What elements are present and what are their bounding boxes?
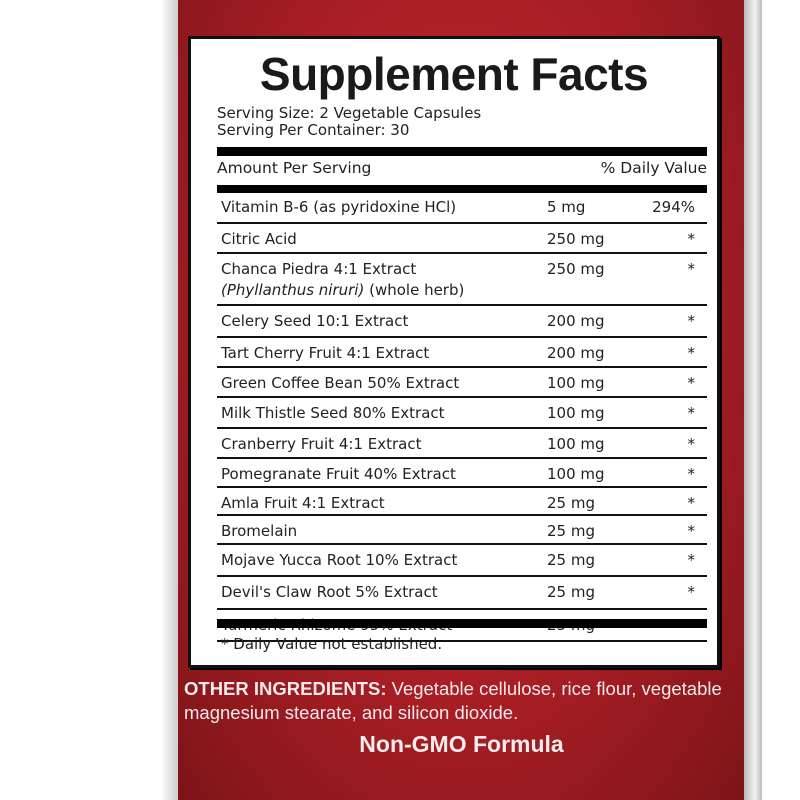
plant-part: (whole herb) — [364, 281, 465, 299]
facts-title: Supplement Facts — [259, 48, 649, 100]
ingredient-amount: 5 mg — [547, 198, 586, 216]
ingredient-amount: 100 mg — [547, 435, 605, 453]
dv-header: % Daily Value — [600, 159, 707, 177]
latin-name: (Phyllanthus niruri) — [221, 281, 365, 299]
ingredient-dv: * — [687, 312, 696, 330]
serving-size: Serving Size: 2 Vegetable Capsules — [217, 104, 482, 122]
other-ingredients-text: Vegetable cellulose, rice flour, vegetab… — [184, 678, 722, 723]
ingredient-name: Devil's Claw Root 5% Extract — [221, 583, 438, 601]
ingredient-amount: 100 mg — [547, 404, 605, 422]
ingredient-amount: 25 mg — [547, 522, 595, 540]
ingredient-dv: 294% — [652, 198, 695, 216]
table-row: Citric Acid 250 mg * — [217, 224, 707, 254]
ingredient-amount: 200 mg — [547, 344, 605, 362]
ingredient-name: Cranberry Fruit 4:1 Extract — [221, 435, 422, 453]
table-row: Milk Thistle Seed 80% Extract 100 mg * — [217, 398, 707, 429]
ingredient-name: Tart Cherry Fruit 4:1 Extract — [221, 344, 430, 362]
amount-header: Amount Per Serving — [217, 159, 372, 177]
table-row: Devil's Claw Root 5% Extract 25 mg * — [217, 577, 707, 610]
table-row: Pomegranate Fruit 40% Extract 100 mg * — [217, 459, 707, 488]
supplement-facts-box: Supplement Facts Serving Size: 2 Vegetab… — [188, 36, 720, 668]
ingredient-dv: * — [687, 374, 696, 392]
other-ingredients: OTHER INGREDIENTS: Vegetable cellulose, … — [184, 677, 744, 725]
ingredient-dv: * — [687, 260, 696, 278]
footnote: * Daily Value not established. — [221, 635, 443, 653]
table-row: Chanca Piedra 4:1 Extract (Phyllanthus ni… — [217, 254, 707, 306]
ingredient-name: Green Coffee Bean 50% Extract — [221, 374, 460, 392]
ingredient-dv: * — [687, 522, 696, 540]
ingredient-dv: * — [687, 344, 696, 362]
divider-thick — [217, 619, 707, 628]
ingredient-dv: * — [687, 435, 696, 453]
ingredient-name: Milk Thistle Seed 80% Extract — [221, 404, 445, 422]
ingredient-dv: * — [687, 494, 696, 512]
ingredient-table: Vitamin B-6 (as pyridoxine HCl) 5 mg 294% C… — [217, 192, 707, 642]
divider-thick — [217, 185, 707, 193]
table-row: Green Coffee Bean 50% Extract 100 mg * — [217, 368, 707, 398]
column-header: Amount Per Serving % Daily Value — [217, 159, 707, 177]
non-gmo-badge: Non-GMO Formula — [359, 731, 564, 757]
other-ingredients-heading: OTHER INGREDIENTS: — [184, 678, 387, 699]
ingredient-name: Citric Acid — [221, 230, 297, 248]
ingredient-name: Celery Seed 10:1 Extract — [221, 312, 409, 330]
ingredient-amount: 250 mg — [547, 260, 605, 278]
table-row: Vitamin B-6 (as pyridoxine HCl) 5 mg 294% — [217, 192, 707, 224]
bottle-edge-right — [744, 0, 762, 800]
ingredient-name: Bromelain — [221, 522, 298, 540]
table-row: Amla Fruit 4:1 Extract 25 mg * — [217, 488, 707, 516]
ingredient-dv: * — [687, 465, 696, 483]
ingredient-amount: 100 mg — [547, 374, 605, 392]
table-row: Mojave Yucca Root 10% Extract 25 mg * — [217, 545, 707, 577]
ingredient-dv: * — [687, 230, 696, 248]
table-row: Cranberry Fruit 4:1 Extract 100 mg * — [217, 429, 707, 459]
table-row: Tart Cherry Fruit 4:1 Extract 200 mg * — [217, 338, 707, 368]
ingredient-name: Chanca Piedra 4:1 Extract — [221, 260, 417, 278]
bottle-edge-left — [160, 0, 180, 800]
ingredient-amount: 200 mg — [547, 312, 605, 330]
table-row: Bromelain 25 mg * — [217, 516, 707, 545]
ingredient-name: Amla Fruit 4:1 Extract — [221, 494, 385, 512]
ingredient-amount: 25 mg — [547, 583, 595, 601]
serving-info: Serving Size: 2 Vegetable Capsules Servi… — [217, 105, 481, 139]
table-row: Celery Seed 10:1 Extract 200 mg * — [217, 306, 707, 338]
ingredient-amount: 100 mg — [547, 465, 605, 483]
ingredient-subname: (Phyllanthus niruri) (whole herb) — [221, 281, 464, 299]
ingredient-amount: 25 mg — [547, 551, 595, 569]
ingredient-name: Mojave Yucca Root 10% Extract — [221, 551, 458, 569]
ingredient-dv: * — [687, 583, 696, 601]
ingredient-dv: * — [687, 404, 696, 422]
ingredient-name: Pomegranate Fruit 40% Extract — [221, 465, 456, 483]
ingredient-dv: * — [687, 551, 696, 569]
divider-thick — [217, 147, 707, 156]
ingredient-amount: 250 mg — [547, 230, 605, 248]
servings-per-container: Serving Per Container: 30 — [217, 121, 410, 139]
ingredient-name: Vitamin B-6 (as pyridoxine HCl) — [221, 198, 457, 216]
ingredient-amount: 25 mg — [547, 494, 595, 512]
